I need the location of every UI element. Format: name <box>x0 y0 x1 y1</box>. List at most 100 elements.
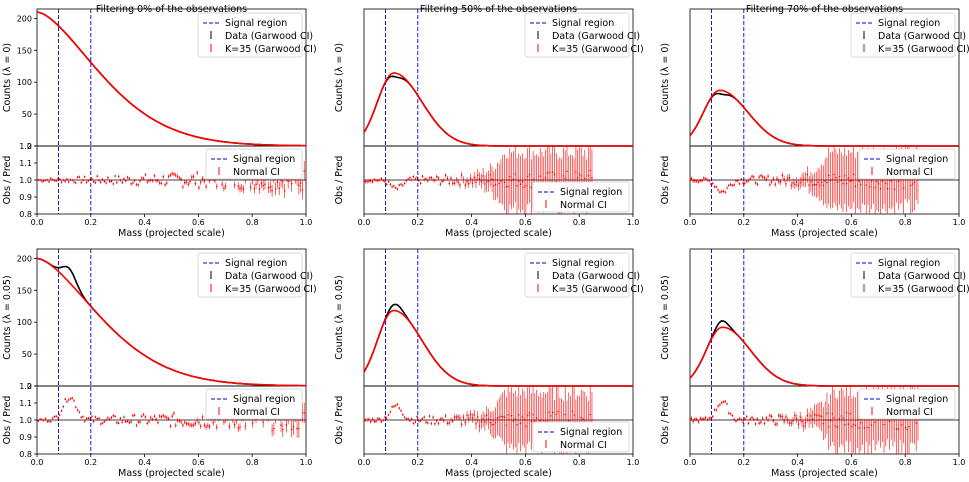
ratio-point <box>829 419 832 422</box>
ratio-point <box>890 180 892 182</box>
ratio-point <box>738 182 741 185</box>
ratio-point <box>835 425 837 427</box>
ratio-point <box>394 187 397 189</box>
ratio-point <box>153 415 156 417</box>
ratio-point <box>92 420 95 423</box>
ratio-point <box>151 179 154 182</box>
ratio-point <box>402 184 404 187</box>
ratio-point <box>426 180 429 182</box>
ratio-point <box>196 172 198 174</box>
ratio-point <box>78 411 81 413</box>
ratio-point <box>480 421 483 423</box>
ratio-point <box>421 175 424 178</box>
ratio-point <box>208 425 211 428</box>
ratio-point <box>80 416 82 419</box>
ratio-point <box>162 176 165 178</box>
ratio-point <box>139 180 141 182</box>
ratio-point <box>799 182 801 184</box>
ratio-point <box>742 421 744 424</box>
ratio-tick-label: 0.8 <box>19 210 32 219</box>
ratio-point <box>423 178 426 181</box>
ratio-point <box>119 417 122 420</box>
ratio-point <box>276 181 279 183</box>
ratio-point <box>283 190 286 192</box>
ratio-point <box>53 179 56 182</box>
ratio-point <box>387 414 390 416</box>
ratio-point <box>135 183 138 186</box>
ratio-point <box>371 181 374 183</box>
ratio-point <box>885 182 887 185</box>
model-series <box>36 257 306 387</box>
ratio-point <box>487 418 490 420</box>
ratio-point <box>720 190 723 193</box>
ratio-point <box>539 175 542 177</box>
ratio-point <box>441 180 443 183</box>
ratio-point <box>107 416 109 419</box>
ratio-point <box>817 414 819 416</box>
ratio-point <box>831 178 834 181</box>
x-tick-label: 0.8 <box>573 218 586 227</box>
ratio-point <box>822 184 825 187</box>
ratio-point <box>526 414 529 417</box>
ratio-point <box>487 180 490 182</box>
x-axis-label: Mass (projected scale) <box>118 228 225 239</box>
ratio-point <box>199 181 202 184</box>
panel-1-0: 0.0 0.2 0.4 0.6 0.8 1.0 Mass (projected scale)… <box>2 248 317 479</box>
ratio-point <box>826 181 828 184</box>
ratio-point <box>582 418 584 420</box>
ratio-point <box>378 418 381 420</box>
ratio-point <box>96 417 99 420</box>
ratio-point <box>795 181 798 183</box>
ratio-point <box>485 181 488 183</box>
ratio-point <box>298 428 300 430</box>
ratio-point <box>810 415 812 417</box>
ratio-point <box>525 425 527 428</box>
y-tick-label: 200 <box>17 14 32 23</box>
x-tick-label: 0.6 <box>519 218 532 227</box>
ratio-point <box>368 180 370 182</box>
ratio-point <box>838 418 841 420</box>
y-tick-label: 0 <box>27 142 32 151</box>
ratio-point <box>239 187 241 190</box>
ratio-point <box>752 418 755 420</box>
ratio-point <box>271 429 273 432</box>
ratio-point <box>439 418 442 421</box>
ratio-point <box>389 183 392 186</box>
ratio-point <box>378 179 381 181</box>
ratio-point <box>377 417 379 420</box>
ratio-point <box>377 179 379 182</box>
ratio-point <box>251 179 254 181</box>
counts-legend-box <box>850 12 956 58</box>
ratio-point <box>706 418 709 421</box>
x-tick-label: 0.4 <box>138 458 151 467</box>
ratio-point <box>455 178 458 181</box>
ratio-point <box>535 417 538 419</box>
ratio-point <box>747 422 750 425</box>
ratio-point <box>187 183 190 186</box>
ratio-point <box>777 180 780 183</box>
ratio-point <box>469 177 472 179</box>
ratio-point <box>116 421 118 424</box>
ratio-point <box>42 419 45 422</box>
ratio-point <box>761 417 764 420</box>
ratio-point <box>105 182 107 184</box>
ratio-point <box>475 422 477 425</box>
ratio-point <box>71 179 74 181</box>
ratio-point <box>758 422 760 424</box>
ratio-point <box>201 177 204 180</box>
ratio-point <box>437 177 440 179</box>
ratio-point <box>760 421 762 423</box>
legend-signal-label: Signal region <box>878 18 940 29</box>
x-tick-label: 0.2 <box>737 218 750 227</box>
ratio-point <box>142 413 145 416</box>
ratio-point <box>575 171 577 173</box>
ratio-point <box>505 424 508 427</box>
ratio-point <box>146 422 148 425</box>
ratio-point <box>46 420 49 423</box>
ratio-point <box>751 175 753 178</box>
counts-y-label: Counts (λ = 0.05) <box>334 275 345 359</box>
ratio-point <box>455 416 458 419</box>
ratio-point <box>76 409 79 411</box>
ratio-point <box>763 422 766 425</box>
ratio-point <box>567 419 570 422</box>
